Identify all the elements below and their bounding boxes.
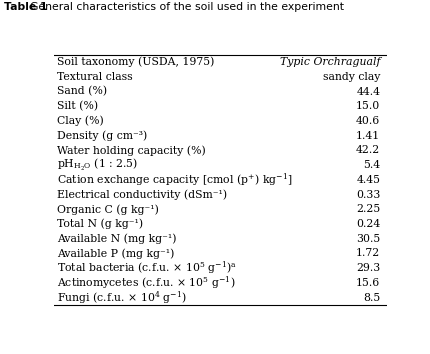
Text: Typic Orchragualf: Typic Orchragualf <box>280 57 380 67</box>
Text: General characteristics of the soil used in the experiment: General characteristics of the soil used… <box>30 2 344 12</box>
Text: 29.3: 29.3 <box>356 263 380 273</box>
Text: 8.5: 8.5 <box>363 293 380 303</box>
Text: Sand (%): Sand (%) <box>57 86 107 97</box>
Text: Total N (g kg⁻¹): Total N (g kg⁻¹) <box>57 219 143 229</box>
Text: Clay (%): Clay (%) <box>57 116 104 126</box>
Text: 44.4: 44.4 <box>356 86 380 97</box>
Text: 30.5: 30.5 <box>356 234 380 244</box>
Text: pH$_{\mathregular{H_2O}}$ (1 : 2.5): pH$_{\mathregular{H_2O}}$ (1 : 2.5) <box>57 157 138 173</box>
Text: 40.6: 40.6 <box>356 116 380 126</box>
Text: Available P (mg kg⁻¹): Available P (mg kg⁻¹) <box>57 248 175 259</box>
Text: sandy clay: sandy clay <box>323 72 380 82</box>
Text: 0.33: 0.33 <box>356 190 380 200</box>
Text: 15.6: 15.6 <box>356 278 380 288</box>
Text: 1.41: 1.41 <box>356 131 380 141</box>
Text: Actinomycetes (c.f.u. × 10$^{\mathregular{5}}$ g$^{\mathregular{-1}}$): Actinomycetes (c.f.u. × 10$^{\mathregula… <box>57 275 236 291</box>
Text: 4.45: 4.45 <box>356 175 380 185</box>
Text: 15.0: 15.0 <box>356 101 380 111</box>
Text: 5.4: 5.4 <box>363 160 380 170</box>
Text: Fungi (c.f.u. × 10$^{\mathregular{4}}$ g$^{\mathregular{-1}}$): Fungi (c.f.u. × 10$^{\mathregular{4}}$ g… <box>57 289 187 306</box>
Text: Density (g cm⁻³): Density (g cm⁻³) <box>57 130 147 141</box>
Text: Available N (mg kg⁻¹): Available N (mg kg⁻¹) <box>57 233 177 244</box>
Text: Total bacteria (c.f.u. × 10$^{\mathregular{5}}$ g$^{\mathregular{-1}}$)$^{\mathr: Total bacteria (c.f.u. × 10$^{\mathregul… <box>57 260 237 276</box>
Text: 42.2: 42.2 <box>356 145 380 155</box>
Text: 1.72: 1.72 <box>356 249 380 258</box>
Text: Cation exchange capacity [cmol (p$^{\mathregular{+}}$) kg$^{\mathregular{-1}}$]: Cation exchange capacity [cmol (p$^{\mat… <box>57 172 292 188</box>
Text: Water holding capacity (%): Water holding capacity (%) <box>57 145 206 156</box>
Text: Textural class: Textural class <box>57 72 133 82</box>
Text: Silt (%): Silt (%) <box>57 101 98 112</box>
Text: 0.24: 0.24 <box>356 219 380 229</box>
Text: Table 1: Table 1 <box>4 2 48 12</box>
Text: 2.25: 2.25 <box>356 204 380 214</box>
Text: Soil taxonomy (USDA, 1975): Soil taxonomy (USDA, 1975) <box>57 57 215 67</box>
Text: Electrical conductivity (dSm⁻¹): Electrical conductivity (dSm⁻¹) <box>57 189 227 200</box>
Text: Organic C (g kg⁻¹): Organic C (g kg⁻¹) <box>57 204 159 215</box>
